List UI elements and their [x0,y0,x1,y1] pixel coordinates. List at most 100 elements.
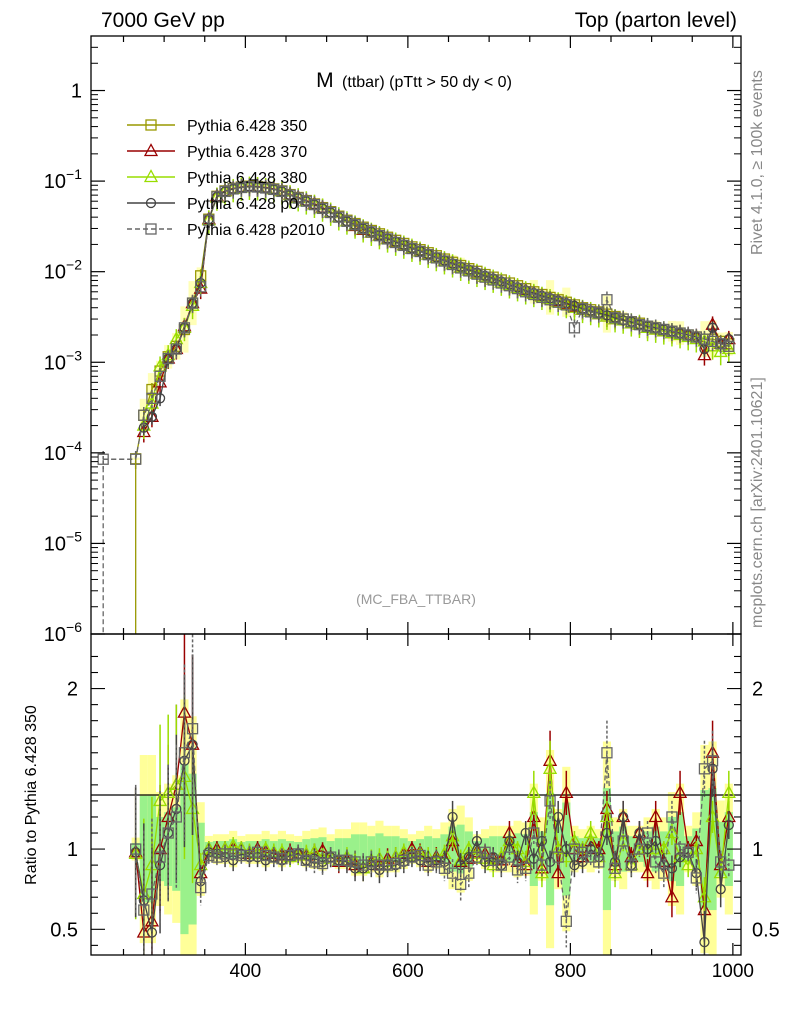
ratio-point [544,795,556,807]
ratio-point [154,859,166,871]
main-point [455,262,467,274]
main-point [625,316,637,328]
ratio-point [211,851,223,863]
legend-marker [145,197,157,209]
main-point [162,352,174,365]
legend-label: Pythia 6.428 350 [187,118,307,135]
y-tick-label: 10−6 [44,619,82,646]
ratio-point [341,854,353,866]
main-series-layer [97,176,736,634]
ratio-point [559,785,574,799]
ratio-point [333,854,345,866]
ratio-point [536,835,548,847]
legend-label: Pythia 6.428 p0 [187,196,298,213]
main-point [144,395,160,409]
ratio-point [567,833,582,847]
main-point [390,236,402,249]
main-point [633,319,646,331]
y-tick-base: 10 [44,262,66,284]
y-tick-base: 10 [44,352,66,374]
ratio-point [697,889,712,903]
main-point [227,183,239,195]
y-tick-base: 10 [44,533,66,555]
ratio-point [664,825,680,839]
legend: Pythia 6.428 350 Pythia 6.428 370 Pythia 6… [127,118,325,239]
ratio-point [495,859,507,871]
ratio-series-layer [128,634,736,955]
ratio-band-inner [196,822,205,876]
main-point [251,181,264,193]
main-point [195,281,207,293]
ratio-point [365,856,377,868]
legend-label: Pythia 6.428 p2010 [187,222,325,239]
main-point [715,338,727,350]
y-tick-label: 1 [71,81,82,103]
x-tick-label: 800 [555,961,587,982]
main-point [203,214,215,226]
main-point [154,393,166,404]
header-right: Top (parton level) [575,9,737,32]
ratio-band-inner [521,834,530,864]
main-point [333,211,345,223]
main-point [568,322,581,334]
main-point [658,323,670,336]
main-point [178,322,191,334]
ratio-point [666,811,678,823]
ratio-point [170,811,182,823]
main-point [641,320,654,332]
main-point [154,370,166,382]
y-tick-label: 10−2 [44,257,82,284]
y-tick-exponent: −5 [66,528,82,544]
ratio-series-line [135,728,730,922]
ratio-point [186,723,199,735]
ratio-point [674,843,686,855]
main-point [593,307,605,319]
ratio-point [601,747,613,759]
ratio-point [617,835,629,847]
main-point [381,233,394,245]
main-point [666,325,678,337]
main-point [316,202,329,215]
main-point [650,322,662,334]
ratio-band-inner [334,838,343,860]
y-tick-exponent: −3 [66,347,82,363]
ratio-point [227,848,239,860]
ratio-y-tick-label: 0.5 [50,919,78,941]
sidebar-lower: mcplots.cern.ch [arXiv:2401.10621] [749,377,766,628]
main-point [268,183,280,196]
ratio-point [178,747,191,759]
ratio-point [634,827,645,839]
ratio-point [300,854,312,866]
main-point [430,252,442,264]
main-point [697,347,712,361]
main-point [511,282,524,295]
ratio-point [503,851,516,863]
ratio-point [325,851,337,863]
main-point [536,291,548,304]
ratio-point [723,859,735,871]
ratio-point [561,843,572,855]
main-point [146,411,158,422]
ratio-point [471,835,483,847]
ratio-band-inner [359,834,368,864]
main-point [723,340,735,352]
main-point [349,219,361,231]
y-tick-label: 10−1 [44,166,82,193]
ratio-point [672,785,688,799]
y-tick-label: 10−5 [44,528,82,555]
ratio-point [528,853,539,864]
ratio-y-tick-label-right: 2 [752,679,763,701]
ratio-band-inner [367,836,376,862]
main-point [292,192,304,204]
main-point [576,303,589,315]
y-tick-label: 10−3 [44,347,82,374]
main-point [682,329,694,341]
ratio-point [520,862,532,874]
ratio-point [349,856,361,868]
ratio-point [682,846,694,858]
main-point [243,180,256,193]
ratio-y-tick-label-right: 1 [752,839,763,861]
ratio-point [511,864,524,876]
ratio-frame [90,633,742,956]
ratio-point [162,827,174,839]
